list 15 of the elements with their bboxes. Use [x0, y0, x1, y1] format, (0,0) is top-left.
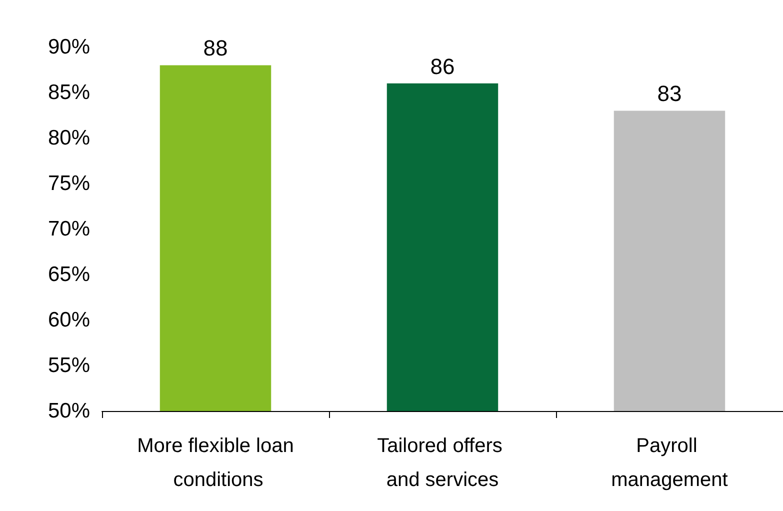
data-label: 83 — [657, 81, 682, 106]
y-tick-label: 50% — [48, 400, 90, 422]
y-tick-label: 80% — [48, 126, 90, 150]
y-tick-label: 90% — [48, 36, 90, 58]
y-tick-label: 85% — [48, 81, 90, 104]
y-tick-label: 60% — [48, 308, 90, 332]
y-tick-label: 55% — [48, 354, 90, 377]
x-tick-label: Payroll management — [611, 435, 728, 491]
x-tick-label: Tailored offers and services — [377, 435, 508, 491]
y-tick-label: 75% — [48, 172, 90, 195]
x-tick-label: More flexible loan conditions — [137, 435, 294, 491]
data-label: 88 — [203, 36, 228, 61]
y-tick-label: 70% — [48, 218, 90, 240]
data-label: 86 — [430, 54, 455, 79]
y-tick-label: 65% — [48, 263, 90, 286]
